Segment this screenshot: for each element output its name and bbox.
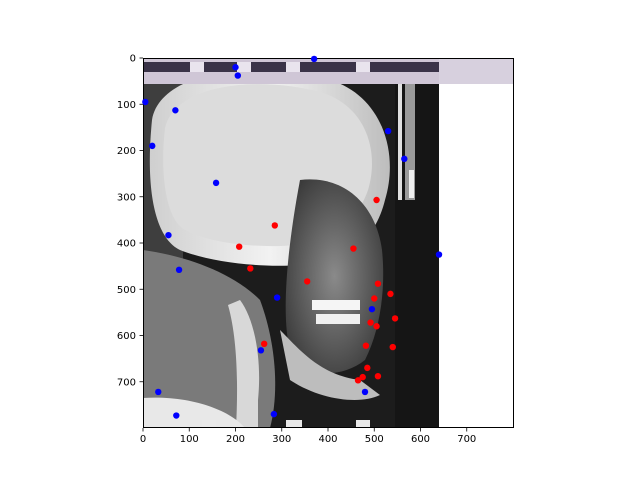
scatter-point-blue — [234, 72, 242, 79]
scatter-point-blue — [173, 412, 180, 419]
scatter-point-red — [350, 245, 357, 252]
y-tick-label: 500 — [117, 285, 136, 296]
scatter-point-red — [389, 343, 396, 351]
scatter-point-red — [236, 243, 243, 250]
x-tick-label: 300 — [272, 434, 291, 445]
scatter-point-red — [391, 315, 399, 322]
x-tick-label: 100 — [180, 434, 199, 445]
scatter-point-blue — [361, 388, 369, 396]
scatter-point-red — [371, 295, 378, 302]
scatter-point-blue — [165, 231, 172, 239]
x-tick-label: 0 — [140, 434, 146, 445]
y-tick-label: 200 — [117, 146, 136, 157]
x-tick-label: 700 — [457, 434, 476, 445]
scatter-point-red — [373, 323, 380, 330]
scatter-point-red — [387, 290, 394, 298]
y-axis-ticks: 0 100 200 300 400 500 600 700 — [117, 54, 143, 388]
scatter-point-red — [364, 364, 371, 372]
scatter-point-red — [359, 373, 366, 381]
scatter-point-blue — [172, 107, 179, 114]
scatter-point-red — [374, 373, 382, 380]
scatter-point-red — [303, 278, 311, 285]
axes-frame — [143, 58, 514, 428]
scatter-point-blue — [257, 347, 265, 354]
x-tick-label: 200 — [226, 434, 245, 445]
scatter-point-blue — [310, 55, 318, 63]
scatter-point-blue — [175, 266, 183, 274]
scatter-point-red — [367, 319, 374, 326]
scatter-point-red — [374, 280, 382, 287]
y-tick-label: 700 — [117, 377, 136, 388]
scatter-point-red — [247, 265, 254, 272]
scatter-point-blue — [232, 64, 239, 71]
scatter-point-blue — [155, 388, 162, 396]
scatter-point-blue — [384, 127, 392, 135]
scatter-point-blue — [273, 294, 281, 301]
y-tick-label: 100 — [117, 100, 136, 111]
film-bottom-markers — [202, 420, 370, 428]
x-tick-label: 600 — [411, 434, 430, 445]
y-tick-label: 0 — [130, 54, 136, 65]
scatter-point-blue — [212, 179, 220, 187]
scatter-point-blue — [368, 305, 376, 313]
scatter-point-red — [260, 340, 268, 348]
scatter-point-blue — [435, 251, 443, 258]
y-tick-label: 400 — [117, 239, 136, 250]
scatter-point-red — [362, 342, 370, 349]
x-tick-label: 400 — [318, 434, 337, 445]
scatter-point-blue — [149, 142, 156, 150]
film-top-band — [143, 58, 513, 84]
scatter-points — [142, 55, 443, 419]
x-axis-ticks: 0 100 200 300 400 500 600 700 — [140, 428, 476, 445]
scatter-point-blue — [270, 410, 278, 418]
x-tick-label: 500 — [365, 434, 384, 445]
y-tick-label: 600 — [117, 331, 136, 342]
scatter-point-red — [373, 196, 380, 204]
scatter-point-red — [354, 377, 362, 384]
scatter-point-blue — [142, 98, 149, 106]
scatter-point-red — [271, 222, 279, 229]
y-tick-label: 300 — [117, 192, 136, 203]
xray-image — [143, 58, 439, 428]
scatter-point-blue — [401, 155, 408, 163]
